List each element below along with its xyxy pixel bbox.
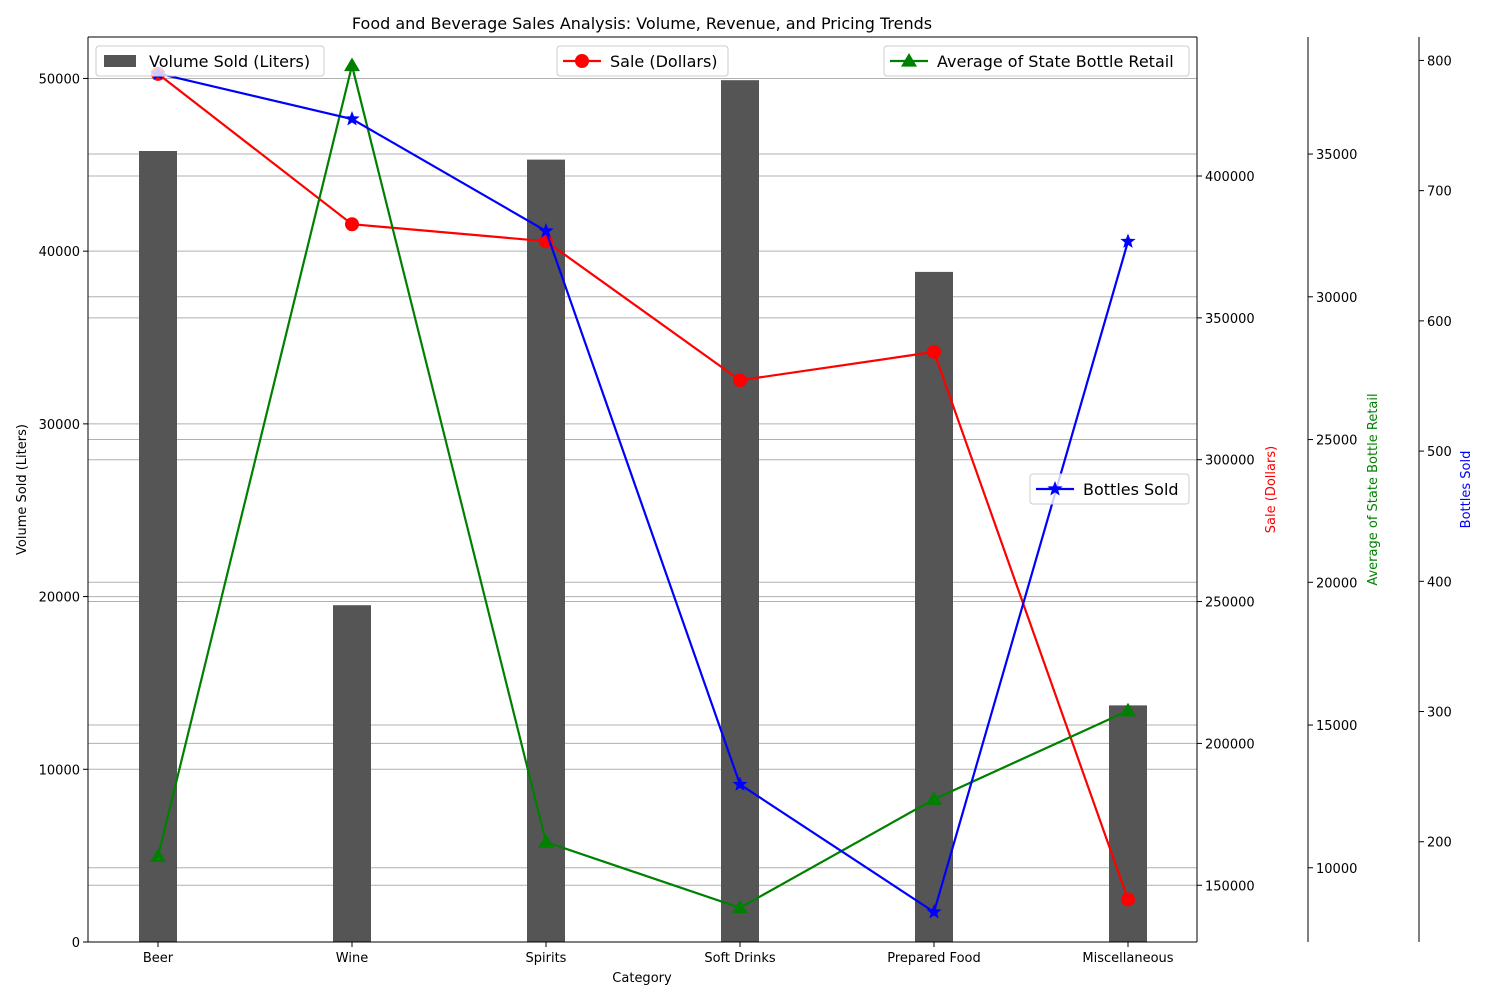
y-axis-left: 0 10000 20000 30000 40000 50000 Volume Sold (L… (15, 72, 88, 951)
legend-label: Bottles Sold (1083, 480, 1179, 499)
grid-lines (88, 77, 1197, 943)
y-tick-label: 500 (1427, 445, 1452, 460)
y-tick-label: 30000 (1316, 291, 1357, 306)
series-sale-dollars- (151, 66, 1135, 907)
bar-soft-drinks (721, 80, 759, 942)
point-marker (732, 899, 748, 914)
legend-sale-dollars-: Sale (Dollars) (556, 45, 729, 77)
legend-label: Sale (Dollars) (610, 52, 718, 71)
y-axis-label-right3: Bottles Sold (1459, 451, 1474, 529)
y-tick-label: 20000 (39, 591, 80, 606)
y-axis-label-right2: Average of State Bottle Retail (1366, 393, 1381, 585)
y-tick-label: 200 (1427, 836, 1452, 851)
legend-label: Average of State Bottle Retail (937, 52, 1174, 71)
y-tick-label: 600 (1427, 315, 1452, 330)
legend-swatch (104, 55, 136, 67)
y-axis-label-left: Volume Sold (Liters) (15, 424, 30, 555)
bar-beer (139, 150, 177, 943)
point-marker (1047, 481, 1063, 496)
y-axis-right3: 200 300 400 500 600 700 800 Bottles Sold (1419, 54, 1474, 851)
x-tick-label: Spirits (526, 951, 567, 966)
legend-box (556, 45, 729, 77)
y-tick-label: 400000 (1205, 170, 1255, 185)
point-marker (150, 848, 166, 862)
point-marker (1120, 702, 1136, 717)
y-tick-label: 400 (1427, 575, 1452, 590)
y-tick-label: 25000 (1316, 434, 1357, 449)
bars (139, 80, 1147, 943)
y-tick-label: 35000 (1316, 148, 1357, 163)
point-marker (732, 776, 748, 791)
legend-average-of-state-bottle-retail: Average of State Bottle Retail (883, 45, 1190, 77)
bar-miscellaneous (1109, 705, 1147, 942)
point-marker (1121, 892, 1135, 907)
axes: Beer Wine Spirits Soft Drinks Prepared Food M… (15, 36, 1474, 966)
point-marker (926, 904, 942, 919)
legends: Volume Sold (Liters) Sale (Dollars) Averag… (95, 45, 1190, 505)
legend-volume-sold-liters-: Volume Sold (Liters) (95, 45, 325, 77)
y-tick-label: 10000 (1316, 862, 1357, 877)
y-tick-label: 40000 (39, 245, 80, 260)
x-tick-label: Miscellaneous (1082, 951, 1173, 966)
y-tick-label: 20000 (1316, 576, 1357, 591)
bar-spirits (527, 159, 565, 943)
series-bottles-sold (150, 65, 1136, 919)
y-tick-label: 350000 (1205, 312, 1255, 327)
y-tick-label: 30000 (39, 418, 80, 433)
y-axis-right2: 10000 15000 20000 25000 30000 35000 Average of… (1308, 148, 1381, 877)
y-tick-label: 300000 (1205, 454, 1255, 469)
point-marker (345, 217, 359, 232)
legend-label: Volume Sold (Liters) (149, 52, 310, 71)
point-marker (927, 344, 941, 359)
x-tick-label: Beer (143, 951, 174, 966)
legend-bottles-sold: Bottles Sold (1029, 473, 1190, 505)
y-axis-label-right1: Sale (Dollars) (1264, 446, 1279, 533)
point-marker (538, 834, 554, 848)
series-line (157, 73, 1130, 900)
point-marker (538, 223, 554, 238)
y-tick-label: 150000 (1205, 879, 1255, 894)
point-marker (344, 111, 360, 126)
point-marker (575, 54, 589, 68)
x-axis-label: Category (612, 971, 672, 986)
y-tick-label: 800 (1427, 54, 1452, 69)
x-tick-label: Prepared Food (887, 951, 981, 966)
point-marker (344, 57, 360, 72)
y-tick-label: 15000 (1316, 719, 1357, 734)
point-marker (733, 373, 747, 388)
y-tick-label: 10000 (39, 763, 80, 778)
point-marker (1120, 233, 1136, 248)
x-tick-label: Wine (336, 951, 368, 966)
point-marker (926, 791, 942, 805)
series-average-of-state-bottle-retail (150, 57, 1136, 914)
y-tick-label: 50000 (39, 72, 80, 87)
series-lines (150, 57, 1136, 919)
bar-prepared-food (915, 271, 953, 942)
series-line (156, 65, 1129, 909)
legend-box (1029, 473, 1190, 505)
series-line (157, 72, 1130, 914)
y-tick-label: 250000 (1205, 596, 1255, 611)
y-tick-label: 0 (72, 936, 80, 951)
y-tick-label: 200000 (1205, 737, 1255, 752)
legend-box (883, 45, 1190, 77)
y-tick-label: 700 (1427, 185, 1452, 200)
point-marker (901, 53, 917, 67)
legend-box (95, 45, 325, 77)
bar-wine (333, 605, 371, 942)
y-tick-label: 300 (1427, 706, 1452, 721)
chart-title: Food and Beverage Sales Analysis: Volume… (352, 14, 932, 33)
x-tick-label: Soft Drinks (704, 951, 776, 966)
y-axis-right1: 150000 200000 250000 300000 350000 400000 Sale… (1197, 170, 1279, 894)
